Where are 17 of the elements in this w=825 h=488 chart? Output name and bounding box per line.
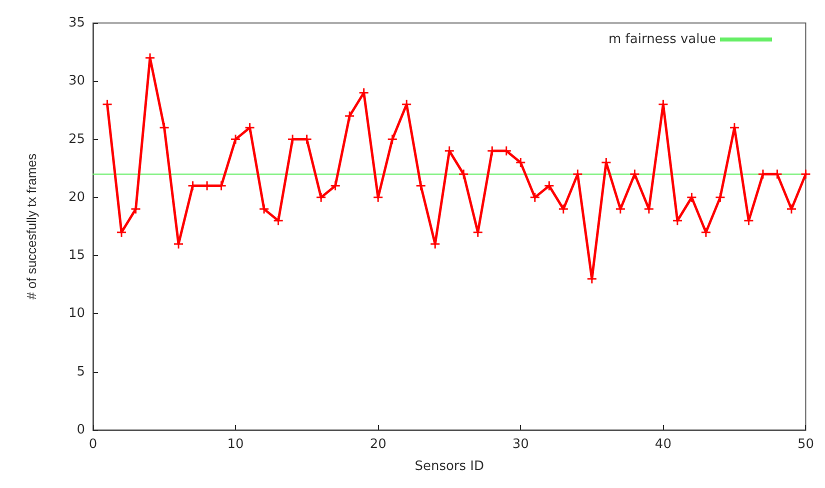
x-axis-title: Sensors ID: [414, 459, 484, 474]
x-tick-label: 20: [370, 437, 386, 452]
y-axis-title: # of succesfully tx frames: [24, 153, 39, 300]
y-tick-label: 0: [76, 422, 85, 438]
x-tick-label: 10: [227, 437, 244, 452]
x-tick-label: 50: [797, 437, 814, 452]
y-tick-label: 20: [68, 190, 85, 205]
legend-label: m fairness value: [608, 32, 716, 47]
y-tick-label: 5: [76, 364, 85, 380]
x-tick-label: 0: [88, 437, 98, 452]
y-tick-label: 10: [68, 306, 85, 322]
x-tick-label: 30: [512, 437, 529, 452]
y-tick-label: 25: [68, 132, 85, 147]
y-tick-label: 30: [68, 74, 85, 89]
x-tick-label: 40: [654, 437, 672, 452]
y-tick-label: 15: [68, 248, 85, 264]
y-tick-label: 35: [68, 16, 85, 30]
